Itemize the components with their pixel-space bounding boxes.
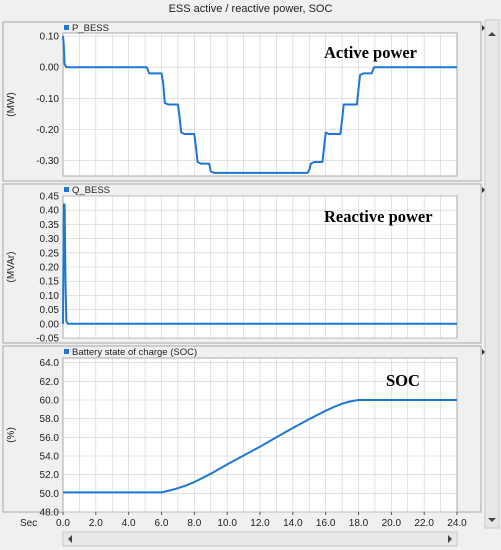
y-tick-label: 58.0	[40, 414, 60, 425]
y-axis-label: (MVAr)	[6, 252, 17, 283]
legend-swatch	[64, 25, 69, 30]
scroll-up-icon[interactable]	[488, 32, 496, 36]
y-tick-label: 0.15	[40, 277, 60, 288]
x-tick-label: 6.0	[155, 518, 169, 529]
x-tick-label: 4.0	[122, 518, 136, 529]
y-tick-label: 0.20	[40, 263, 60, 274]
y-tick-label: -0.05	[36, 334, 59, 345]
y-tick-label: 62.0	[40, 377, 60, 388]
legend-swatch	[64, 349, 69, 354]
legend-label: Battery state of charge (SOC)	[72, 347, 197, 358]
horizontal-scrollbar[interactable]	[62, 531, 458, 547]
x-axis-unit-label: Sec	[20, 518, 37, 529]
y-tick-label: 52.0	[40, 470, 60, 481]
y-tick-label: 54.0	[40, 452, 60, 463]
legend-label: Q_BESS	[72, 185, 110, 196]
y-tick-label: -0.20	[36, 125, 59, 136]
y-tick-label: -0.30	[36, 156, 59, 167]
chart-annotation: SOC	[386, 371, 420, 390]
chart-panel-3: 64.0 62.0 60.0 58.0 56.0 54.0 52.0 50.0 48.0 (%) B…	[2, 345, 485, 529]
y-tick-label: 64.0	[40, 358, 60, 369]
y-tick-label: 0.40	[40, 206, 60, 217]
legend-swatch	[64, 187, 69, 192]
y-tick-label: 0.00	[40, 63, 60, 74]
scroll-left-icon[interactable]	[68, 535, 72, 543]
x-tick-label: 12.0	[250, 518, 270, 529]
scroll-down-icon[interactable]	[488, 518, 496, 522]
legend-label: P_BESS	[72, 23, 109, 34]
y-tick-label: 60.0	[40, 396, 60, 407]
scroll-right-icon[interactable]	[448, 535, 452, 543]
panel-expand-icon	[482, 25, 485, 31]
x-tick-label: 14.0	[283, 518, 303, 529]
y-tick-label: 50.0	[40, 489, 60, 500]
y-tick-label: 0.30	[40, 234, 60, 245]
y-tick-label: -0.10	[36, 94, 59, 105]
x-tick-label: 2.0	[89, 518, 103, 529]
x-tick-label: 0.0	[56, 518, 70, 529]
x-tick-label: 20.0	[382, 518, 402, 529]
chart-panel-1: 0.10 0.00 -0.10 -0.20 -0.30 (MW) P_BESS Active …	[2, 21, 485, 182]
panel-expand-icon	[482, 349, 485, 355]
y-tick-label: 0.25	[40, 248, 60, 259]
vscrollbar-track	[484, 19, 500, 529]
x-tick-label: 18.0	[349, 518, 369, 529]
y-tick-label: 48.0	[40, 508, 60, 519]
y-tick-label: 0.10	[40, 32, 60, 43]
series-line	[62, 36, 457, 174]
series-line	[62, 203, 457, 325]
x-tick-label: 10.0	[217, 518, 237, 529]
y-tick-label: 0.00	[40, 319, 60, 330]
scrollbar-track	[62, 531, 458, 547]
panel-expand-icon	[482, 187, 485, 193]
y-axis-label: (%)	[6, 427, 17, 443]
chart-annotation: Reactive power	[324, 207, 433, 226]
chart-panel-2: 0.45 0.40 0.35 0.30 0.25 0.20 0.15 0.10 0.05 0.00…	[2, 183, 485, 345]
chart-annotation: Active power	[324, 43, 417, 62]
x-tick-label: 22.0	[414, 518, 434, 529]
x-tick-label: 16.0	[316, 518, 336, 529]
y-tick-label: 0.05	[40, 305, 60, 316]
x-tick-label: 24.0	[447, 518, 467, 529]
y-tick-label: 0.10	[40, 291, 60, 302]
y-axis-label: (MW)	[6, 92, 17, 116]
y-tick-label: 56.0	[40, 433, 60, 444]
y-tick-label: 0.45	[40, 192, 60, 203]
series-line	[63, 399, 457, 494]
x-tick-label: 8.0	[187, 518, 201, 529]
window-title: ESS active / reactive power, SOC	[0, 0, 501, 18]
vertical-scrollbar[interactable]	[484, 19, 500, 529]
y-tick-label: 0.35	[40, 220, 60, 231]
